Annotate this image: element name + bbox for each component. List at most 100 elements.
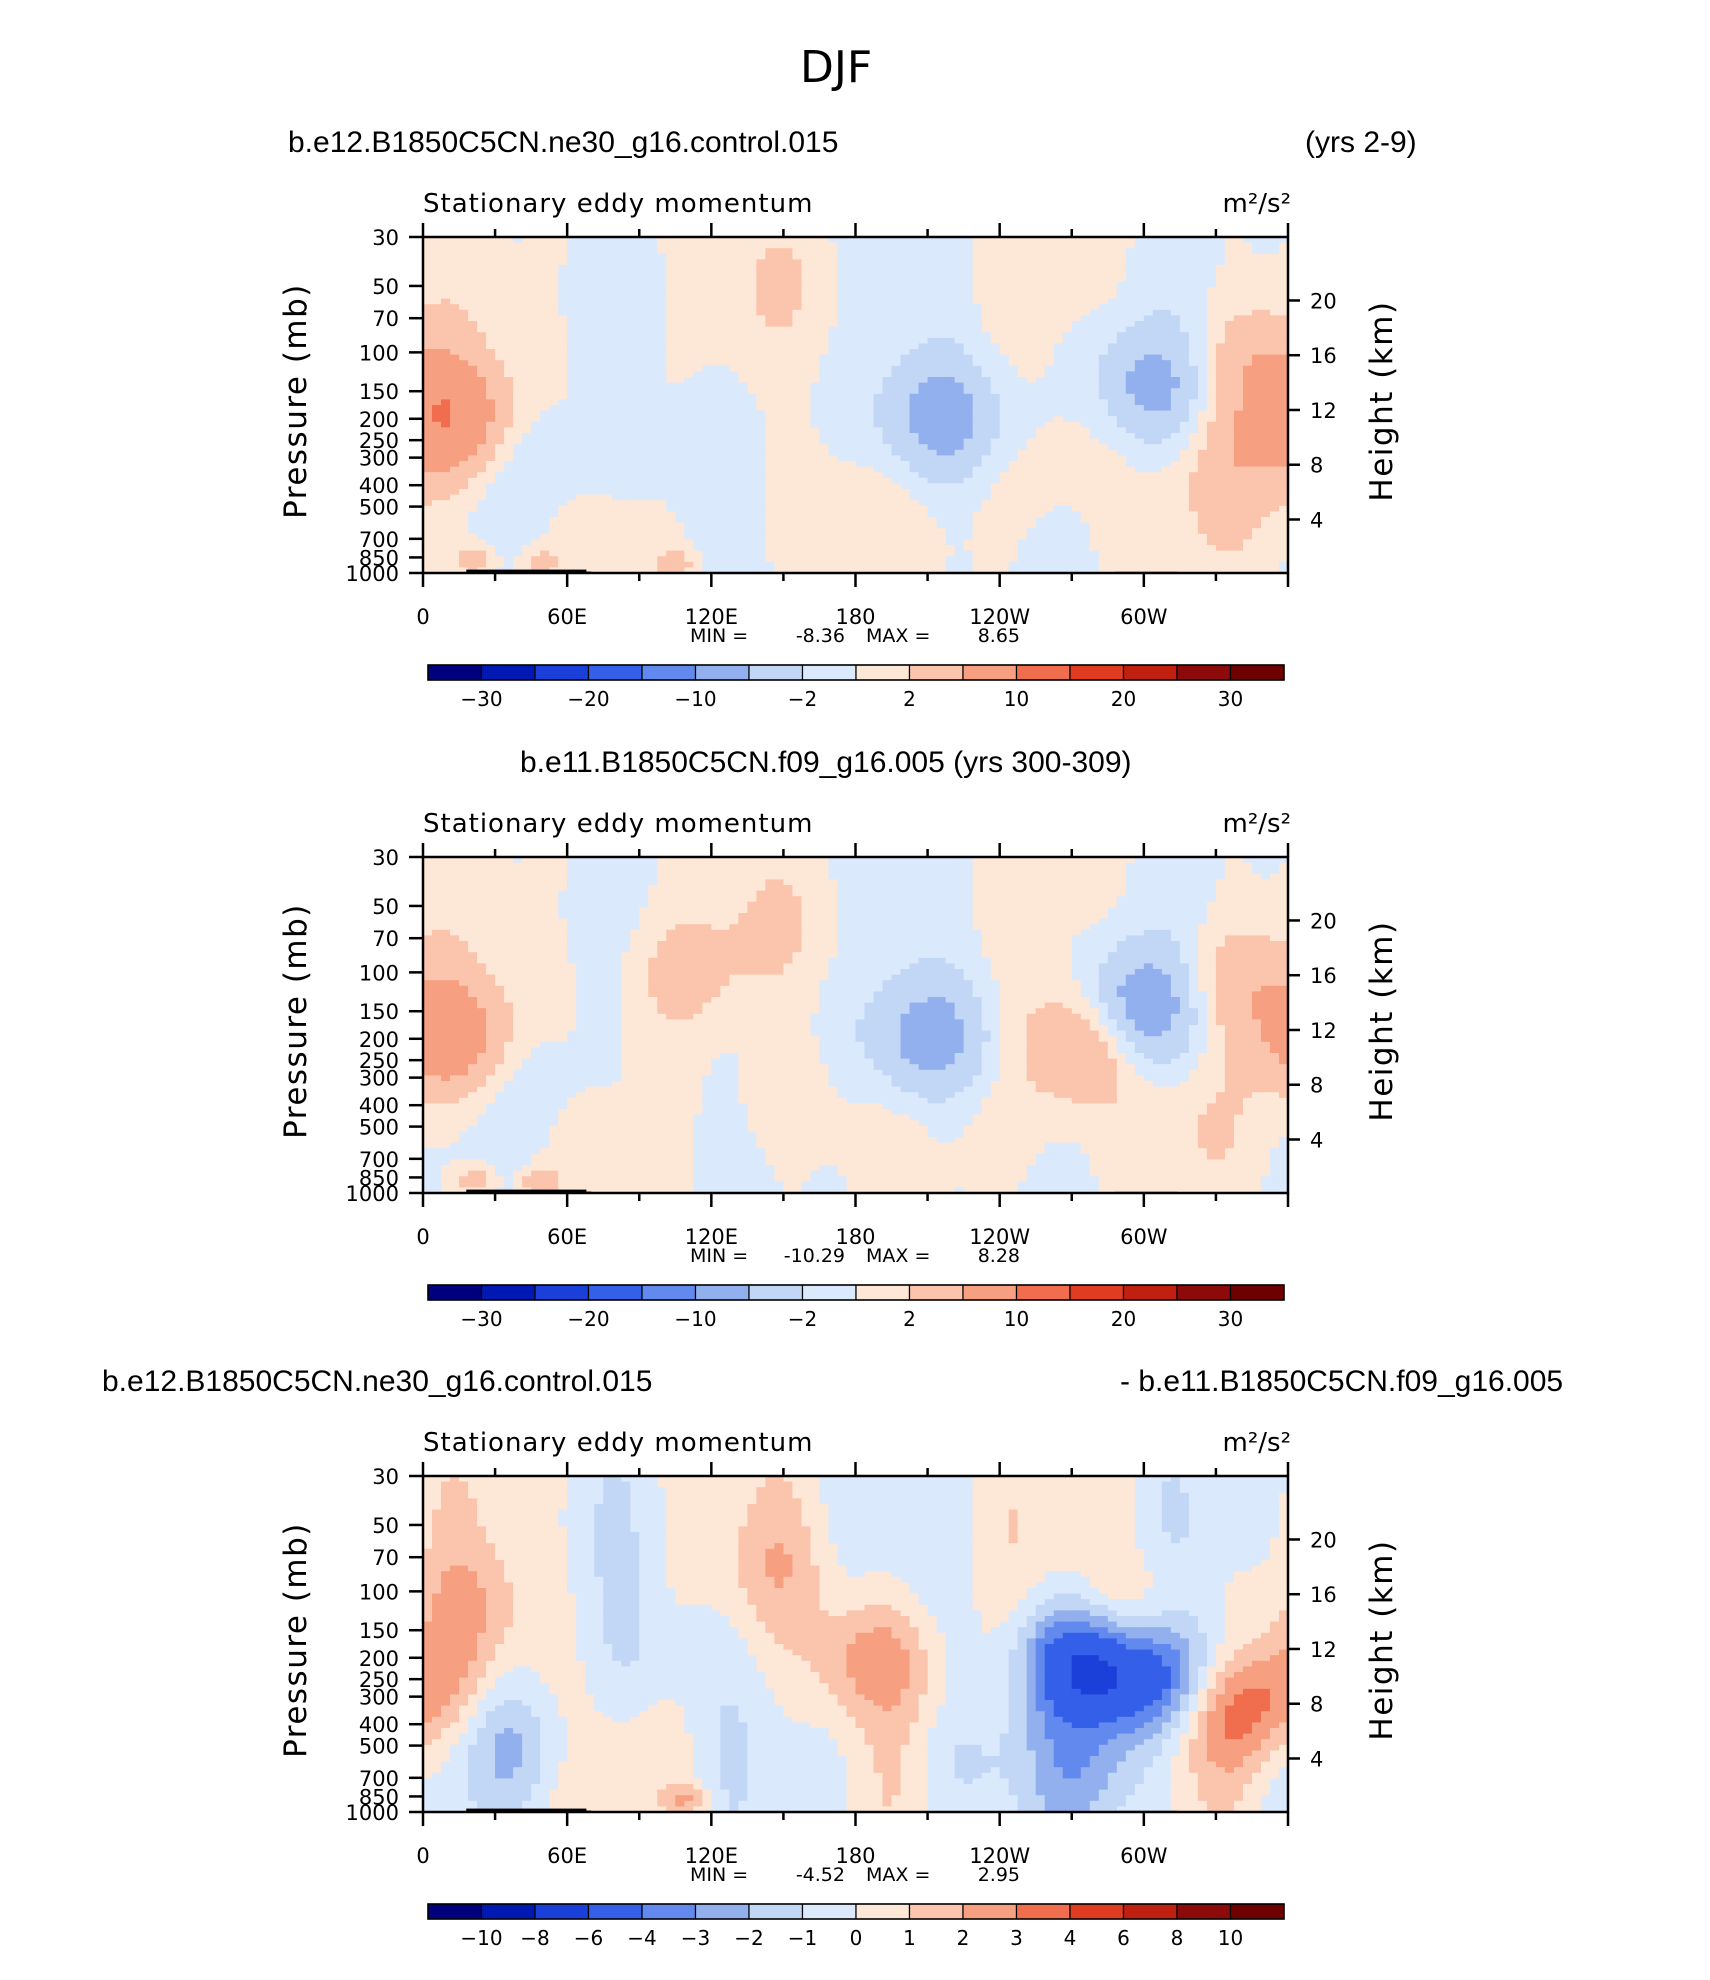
contour-cell bbox=[810, 270, 821, 277]
contour-cell bbox=[1116, 248, 1127, 255]
contour-cell bbox=[756, 449, 766, 456]
contour-cell bbox=[918, 304, 929, 311]
contour-cell bbox=[711, 483, 721, 490]
contour-cell bbox=[603, 399, 613, 406]
contour-cell bbox=[1233, 298, 1244, 305]
contour-cell bbox=[594, 500, 604, 507]
contour-cell bbox=[495, 371, 505, 378]
contour-cell bbox=[1044, 371, 1055, 378]
contour-cell bbox=[1197, 337, 1208, 344]
contour-cell bbox=[1125, 489, 1136, 496]
contour-cell bbox=[585, 237, 595, 244]
contour-cell bbox=[882, 393, 893, 400]
contour-cell bbox=[657, 444, 667, 451]
contour-cell bbox=[1179, 421, 1190, 428]
contour-cell bbox=[1260, 466, 1271, 473]
contour-cell bbox=[783, 287, 794, 294]
contour-cell bbox=[720, 270, 730, 277]
contour-cell bbox=[513, 237, 523, 244]
contour-cell bbox=[1125, 377, 1136, 384]
contour-cell bbox=[774, 505, 785, 512]
contour-cell bbox=[774, 410, 785, 417]
contour-cell bbox=[1179, 461, 1190, 468]
contour-cell bbox=[819, 500, 830, 507]
contour-cell bbox=[504, 433, 514, 440]
contour-cell bbox=[738, 276, 748, 283]
contour-cell bbox=[819, 287, 830, 294]
contour-cell bbox=[1080, 337, 1091, 344]
contour-cell bbox=[1035, 517, 1046, 524]
contour-cell bbox=[513, 365, 523, 372]
contour-cell bbox=[909, 253, 920, 260]
contour-cell bbox=[1062, 388, 1073, 395]
contour-cell bbox=[675, 270, 685, 277]
contour-cell bbox=[1089, 321, 1100, 328]
contour-cell bbox=[891, 253, 902, 260]
contour-cell bbox=[846, 326, 857, 333]
contour-cell bbox=[450, 427, 460, 434]
contour-cell bbox=[1260, 337, 1271, 344]
contour-cell bbox=[1233, 242, 1244, 249]
contour-cell bbox=[990, 343, 1001, 350]
contour-cell bbox=[1233, 410, 1244, 417]
contour-cell bbox=[1152, 371, 1163, 378]
contour-cell bbox=[1188, 393, 1199, 400]
contour-cell bbox=[459, 461, 469, 468]
contour-cell bbox=[1062, 337, 1073, 344]
contour-cell bbox=[702, 511, 712, 518]
contour-cell bbox=[783, 276, 794, 283]
contour-cell bbox=[864, 371, 875, 378]
contour-cell bbox=[765, 438, 776, 445]
contour-cell bbox=[783, 293, 794, 300]
contour-cell bbox=[819, 416, 830, 423]
contour-cell bbox=[621, 433, 631, 440]
contour-cell bbox=[792, 388, 803, 395]
contour-cell bbox=[1071, 410, 1082, 417]
contour-cell bbox=[612, 477, 622, 484]
contour-cell bbox=[963, 332, 974, 339]
contour-cell bbox=[1143, 410, 1154, 417]
contour-cell bbox=[657, 253, 667, 260]
contour-cell bbox=[738, 505, 748, 512]
contour-cell bbox=[450, 248, 460, 255]
contour-cell bbox=[648, 421, 658, 428]
contour-cell bbox=[882, 321, 893, 328]
contour-cell bbox=[1233, 522, 1244, 529]
contour-cell bbox=[648, 248, 658, 255]
contour-cell bbox=[945, 377, 956, 384]
contour-cell bbox=[999, 472, 1010, 479]
contour-cell bbox=[900, 304, 911, 311]
contour-cell bbox=[909, 248, 920, 255]
contour-cell bbox=[999, 466, 1010, 473]
contour-cell bbox=[1053, 511, 1064, 518]
contour-cell bbox=[1107, 393, 1118, 400]
contour-cell bbox=[684, 472, 694, 479]
contour-cell bbox=[774, 337, 785, 344]
contour-cell bbox=[1152, 500, 1163, 507]
contour-cell bbox=[837, 489, 848, 496]
contour-cell bbox=[810, 494, 821, 501]
contour-cell bbox=[666, 270, 676, 277]
contour-cell bbox=[756, 522, 766, 529]
contour-cell bbox=[423, 382, 433, 389]
contour-cell bbox=[495, 477, 505, 484]
contour-cell bbox=[1026, 298, 1037, 305]
contour-cell bbox=[1224, 449, 1235, 456]
contour-cell bbox=[1071, 309, 1082, 316]
contour-cell bbox=[540, 259, 550, 266]
contour-cell bbox=[522, 500, 532, 507]
contour-cell bbox=[1251, 242, 1262, 249]
contour-cell bbox=[684, 393, 694, 400]
contour-cell bbox=[810, 517, 821, 524]
contour-cell bbox=[729, 304, 739, 311]
contour-cell bbox=[864, 393, 875, 400]
contour-cell bbox=[477, 287, 487, 294]
contour-cell bbox=[1251, 393, 1262, 400]
contour-cell bbox=[1134, 293, 1145, 300]
contour-cell bbox=[747, 494, 757, 501]
contour-cell bbox=[693, 449, 703, 456]
contour-cell bbox=[576, 337, 586, 344]
contour-cell bbox=[711, 410, 721, 417]
contour-cell bbox=[477, 427, 487, 434]
contour-cell bbox=[675, 332, 685, 339]
